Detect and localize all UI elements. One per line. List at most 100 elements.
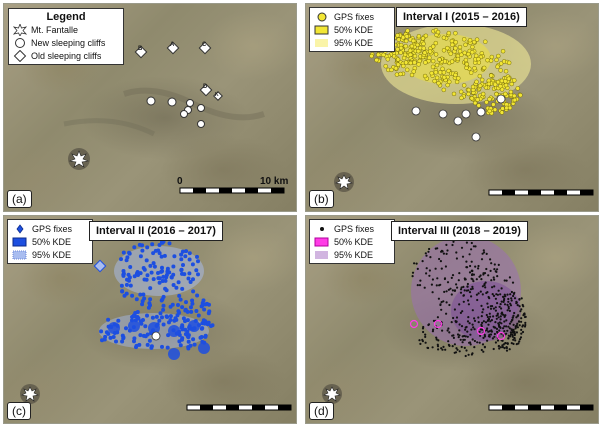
gps-fix: [437, 297, 440, 300]
gps-fix: [492, 307, 495, 310]
gps-fix: [158, 311, 163, 316]
gps-fix: [505, 332, 508, 335]
gps-fix: [179, 267, 184, 272]
gps-fix: [138, 333, 143, 338]
gps-fix: [516, 304, 519, 307]
gps-fix: [443, 290, 446, 293]
gps-fix: [100, 338, 104, 343]
gps-fix: [423, 286, 426, 289]
gps-fix: [127, 250, 131, 255]
gps-fix: [441, 329, 444, 332]
gps-fix: [431, 330, 434, 333]
gps-fix: [462, 300, 465, 303]
gps-fix: [499, 346, 502, 349]
gps-fix: [447, 327, 450, 330]
gps-fix: [142, 267, 147, 272]
kde-core: [409, 319, 419, 329]
gps-fix: [154, 314, 159, 319]
scale-label-end: 10 km: [260, 176, 289, 187]
gps-fix: [196, 259, 200, 264]
gps-fix: [156, 271, 160, 275]
gps-fix: [134, 297, 139, 302]
gps-fix: [477, 73, 483, 79]
gps-fix: [486, 339, 489, 342]
gps-fix: [455, 56, 461, 62]
gps-fix: [449, 38, 455, 44]
gps-fix: [180, 249, 185, 254]
gps-fix: [513, 332, 516, 335]
gps-fix: [163, 278, 168, 283]
gps-fix: [430, 283, 433, 286]
gps-fix: [435, 336, 438, 339]
gps-fix: [132, 274, 137, 279]
gps-fix: [512, 314, 515, 317]
gps-fix: [461, 37, 467, 42]
sleeping-cliff-marker: [453, 116, 463, 126]
gps-fix: [190, 298, 195, 303]
gps-fix: [121, 269, 126, 273]
gps-fix: [133, 311, 138, 315]
gps-fix: [506, 309, 509, 312]
gps-fix: [422, 73, 428, 79]
gps-fix: [178, 343, 183, 348]
gps-fix: [157, 243, 162, 247]
gps-fix: [432, 328, 435, 331]
gps-fix: [191, 289, 196, 294]
gps-fix: [501, 344, 504, 347]
gps-fix: [385, 57, 391, 62]
gps-fix: [496, 293, 499, 296]
gps-fix: [106, 317, 111, 322]
gps-fix: [495, 327, 499, 330]
gps-fix: [140, 248, 145, 253]
gps-fix: [524, 315, 527, 318]
gps-fix: [430, 58, 436, 64]
gps-fix: [416, 49, 421, 54]
gps-fix: [202, 307, 207, 312]
gps-fix: [460, 286, 463, 289]
gps-fix: [468, 70, 474, 75]
gps-fix: [512, 323, 515, 326]
gps-fix: [445, 301, 448, 304]
gps-fix: [374, 57, 379, 63]
old-cliff-marker: [199, 83, 213, 97]
gps-fix: [181, 263, 185, 267]
gps-fix: [445, 312, 448, 315]
gps-fix: [465, 241, 468, 244]
legend-label: GPS fixes: [32, 223, 73, 234]
kde-core: [188, 320, 200, 332]
gps-fix: [500, 49, 506, 54]
gps-fix: [401, 55, 407, 61]
gps-fix: [194, 268, 199, 273]
gps-fix-icon: [16, 223, 24, 234]
gps-fix: [510, 299, 513, 302]
gps-fix: [438, 284, 441, 287]
gps-fix: [200, 303, 205, 308]
gps-fix: [496, 53, 501, 59]
gps-fix: [487, 330, 490, 333]
gps-fix: [160, 297, 165, 302]
gps-fix: [505, 325, 508, 328]
gps-fix: [496, 275, 499, 278]
gps-fix: [432, 319, 436, 322]
gps-fix: [207, 309, 212, 314]
gps-fix: [189, 309, 194, 314]
gps-fix: [487, 108, 492, 114]
gps-fix: [453, 31, 458, 36]
gps-fix: [464, 328, 467, 331]
legend-label: 50% KDE: [334, 24, 374, 35]
gps-fix: [446, 329, 449, 332]
gps-fix: [427, 250, 430, 253]
sleeping-cliff-marker: [471, 132, 481, 142]
gps-fix: [445, 45, 450, 51]
gps-fix: [125, 277, 129, 282]
gps-fix: [468, 341, 471, 344]
gps-fix: [452, 336, 455, 339]
gps-fix: [490, 329, 493, 332]
old-cliff-marker: [134, 45, 148, 59]
gps-fix: [483, 283, 486, 286]
gps-fix: [425, 272, 428, 275]
gps-fix: [519, 336, 523, 339]
gps-fix: [441, 48, 447, 53]
gps-fix: [494, 57, 499, 63]
gps-fix: [493, 278, 496, 281]
